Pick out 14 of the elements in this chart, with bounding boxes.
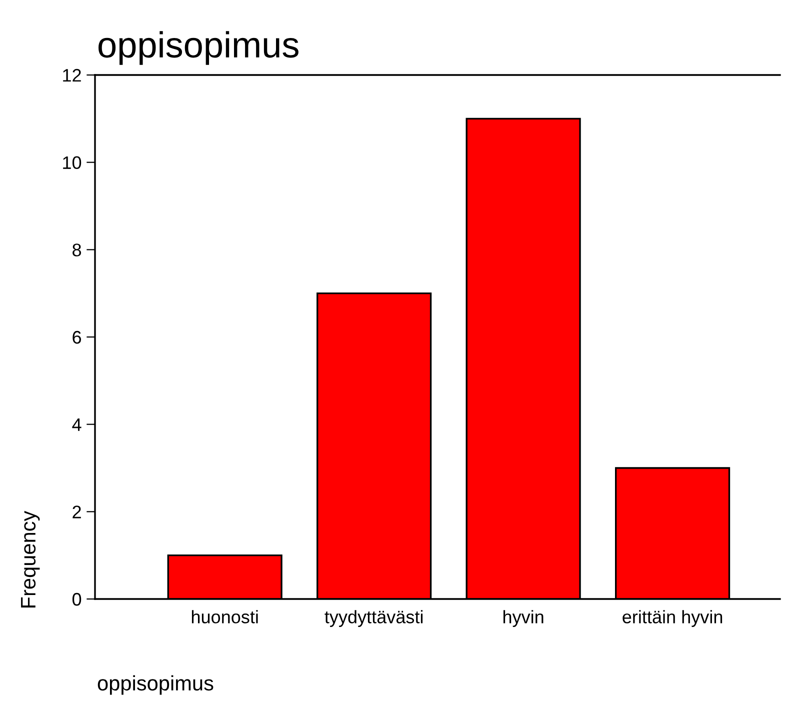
x-tick-label: erittäin hyvin — [622, 610, 722, 627]
chart-title: oppisopimus — [98, 31, 298, 65]
y-tick-label: 2 — [72, 506, 81, 518]
x-axis-title: oppisopimus — [98, 675, 214, 695]
y-tick-label: 4 — [72, 418, 82, 431]
y-tick-label: 12 — [63, 68, 81, 82]
y-axis-title: Frequency — [21, 510, 40, 608]
x-tick-label: hyvin — [503, 610, 544, 627]
y-tick-label: 6 — [72, 330, 82, 344]
y-tick-label: 10 — [63, 156, 82, 170]
x-tick-label: huonosti — [192, 610, 258, 624]
y-tick-label: 8 — [72, 244, 82, 256]
y-tick-label: 0 — [72, 592, 82, 606]
x-tick-label: tyydyttävästi — [324, 610, 423, 627]
